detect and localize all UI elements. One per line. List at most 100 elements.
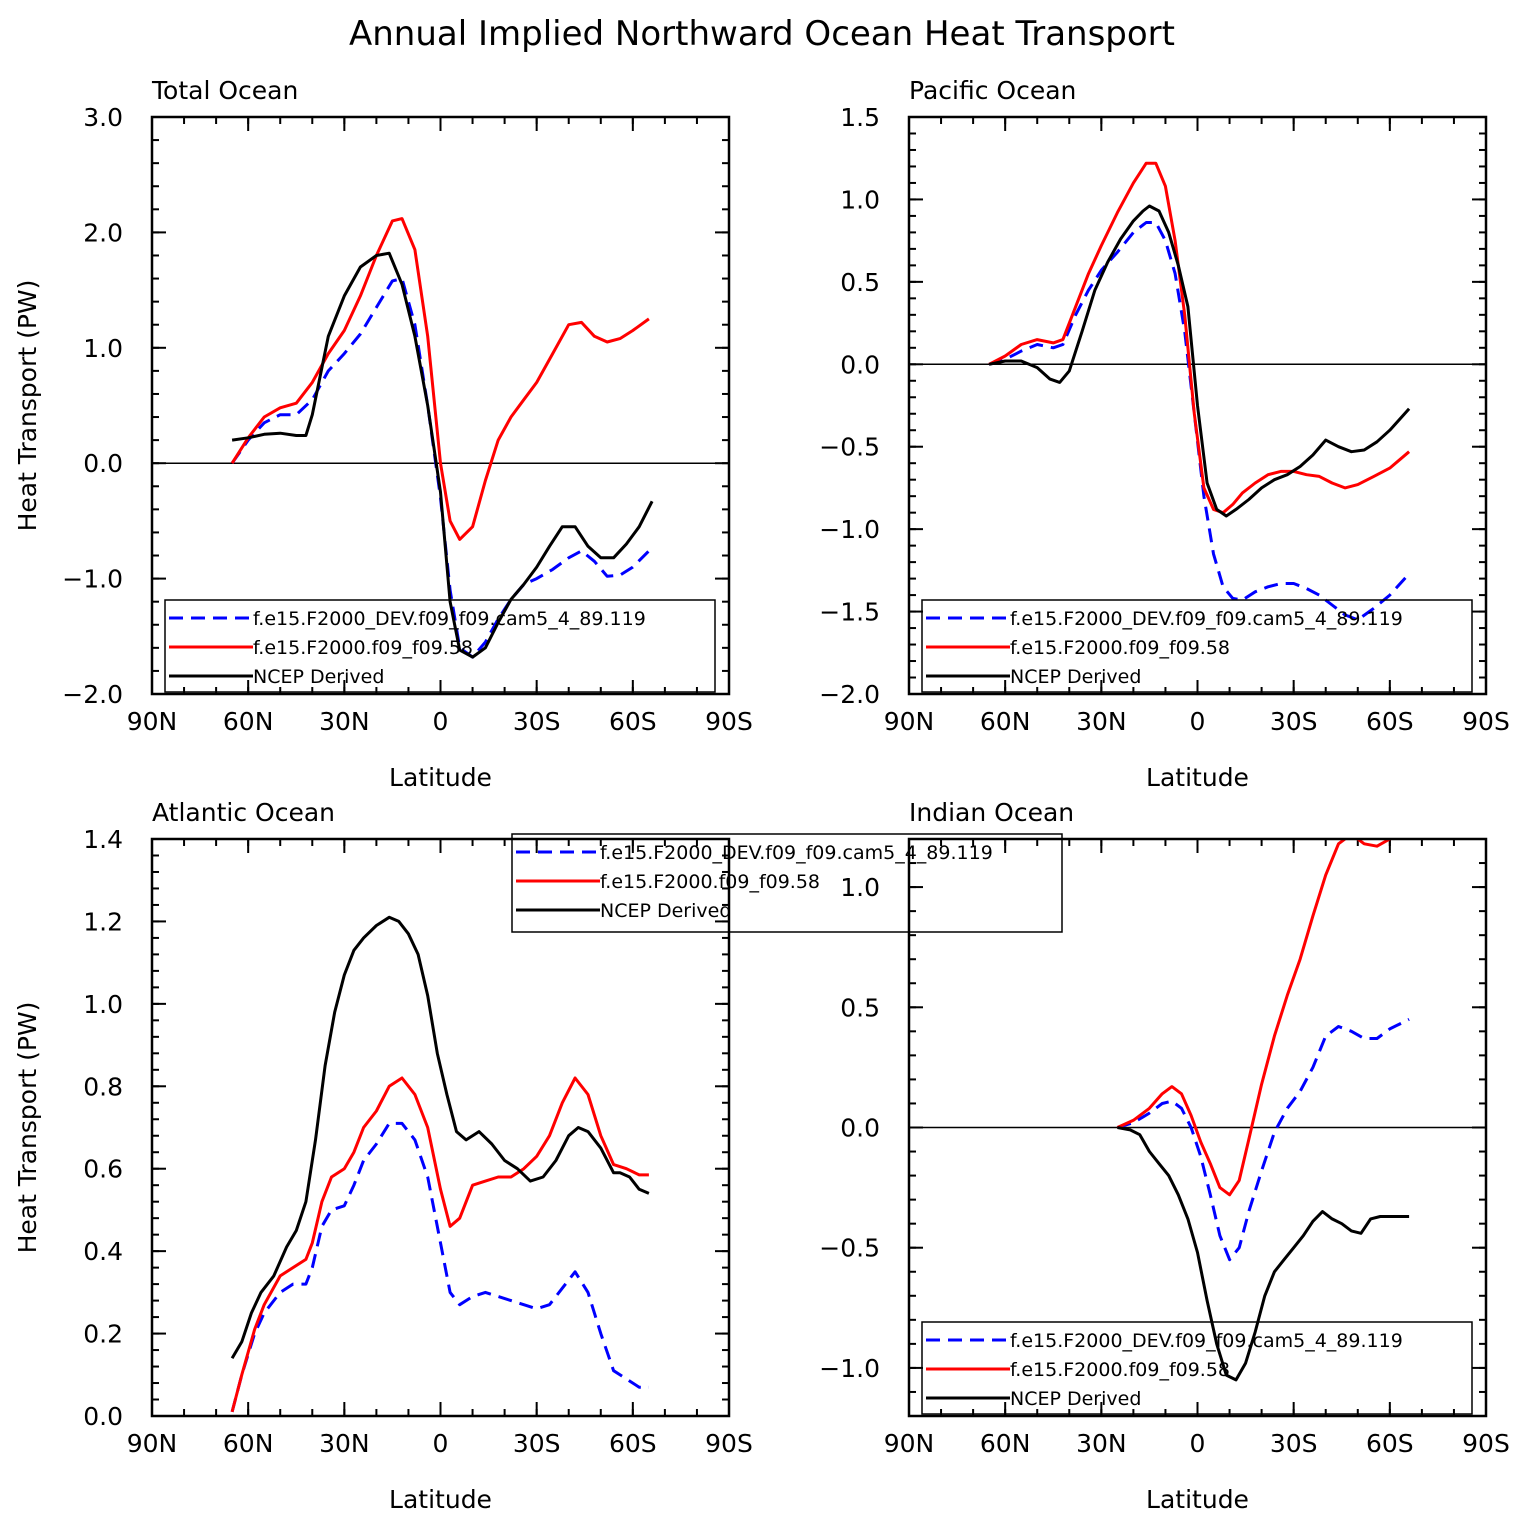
- legend-label-1: f.e15.F2000_DEV.f09_f09.cam5_4_89.119: [253, 608, 646, 630]
- legend-box: [164, 599, 716, 693]
- legend: f.e15.F2000_DEV.f09_f09.cam5_4_89.119 f.e…: [511, 833, 1063, 933]
- y-tick-label: 0.5: [840, 993, 880, 1022]
- panels: Total Ocean 90N 60N 30N 0 30S 60S 90S −2.0 −1.0 0.…: [13, 76, 1510, 1514]
- panel-3: Atlantic Ocean 90N 60N 30N 0 30S 60S 90S 0.0 0.2 0…: [13, 798, 753, 1514]
- x-tick-label: 0: [1190, 707, 1206, 736]
- y-tick-label: 1.5: [840, 103, 880, 132]
- panel-title: Indian Ocean: [909, 798, 1074, 827]
- x-tick-label: 30S: [1270, 707, 1318, 736]
- legend: f.e15.F2000_DEV.f09_f09.cam5_4_89.119 f.e…: [164, 599, 716, 693]
- x-axis-label: Latitude: [1146, 1485, 1249, 1514]
- series-line-2: [230, 217, 650, 541]
- legend-label-2: f.e15.F2000.f09_f09.58: [253, 637, 473, 659]
- panel-4: Indian Ocean 90N 60N 30N 0 30S 60S 90S −1.0 −0.5 0…: [819, 798, 1510, 1514]
- series-group: [230, 915, 650, 1413]
- x-tick-label: 90N: [127, 707, 178, 736]
- plot-frame: [150, 837, 731, 1418]
- x-tick-label: 90S: [705, 1429, 753, 1458]
- y-tick-label: 2.0: [83, 218, 123, 247]
- y-tick-label: −1.0: [819, 1354, 880, 1383]
- panel-title: Atlantic Ocean: [152, 798, 335, 827]
- legend-label-2: f.e15.F2000.f09_f09.58: [600, 871, 820, 893]
- x-tick-label: 30N: [319, 707, 370, 736]
- panel-title: Total Ocean: [151, 76, 298, 105]
- legend-label-2: f.e15.F2000.f09_f09.58: [1010, 1359, 1230, 1381]
- y-axis-label: Heat Transport (PW): [13, 280, 42, 532]
- y-tick-label: −0.5: [819, 1234, 880, 1263]
- y-tick-label: −0.5: [819, 433, 880, 462]
- panel-title: Pacific Ocean: [909, 76, 1076, 105]
- y-tick-label: 1.0: [83, 334, 123, 363]
- y-tick-label: 1.0: [840, 873, 880, 902]
- series-group: [230, 217, 654, 659]
- x-tick-label: 60N: [223, 1429, 274, 1458]
- x-tick-label: 60N: [223, 707, 274, 736]
- series-line-2: [988, 161, 1411, 515]
- plot-frame: [907, 837, 1488, 1418]
- series-line-2: [230, 1076, 649, 1413]
- x-tick-label: 60S: [609, 1429, 657, 1458]
- y-tick-label: 0.0: [840, 350, 880, 379]
- y-tick-label: 1.4: [83, 825, 123, 854]
- legend: f.e15.F2000_DEV.f09_f09.cam5_4_89.119 f.e…: [921, 599, 1473, 693]
- x-tick-label: 60S: [1366, 707, 1414, 736]
- y-tick-label: 0.6: [83, 1155, 123, 1184]
- y-tick-label: 1.0: [83, 990, 123, 1019]
- series-line-1: [1116, 1017, 1410, 1262]
- x-tick-label: 30S: [513, 707, 561, 736]
- y-tick-label: −2.0: [62, 680, 123, 709]
- legend-label-3: NCEP Derived: [253, 666, 384, 688]
- series-line-2: [1116, 839, 1394, 1197]
- x-tick-label: 30N: [319, 1429, 370, 1458]
- x-tick-label: 60S: [609, 707, 657, 736]
- x-tick-label: 90N: [884, 1429, 935, 1458]
- series-line-3: [1117, 1126, 1410, 1382]
- x-tick-label: 90S: [705, 707, 753, 736]
- plot-frame: [907, 115, 1488, 696]
- y-tick-label: −1.5: [819, 598, 880, 627]
- x-tick-label: 0: [433, 1429, 449, 1458]
- x-tick-label: 90N: [127, 1429, 178, 1458]
- x-tick-label: 60N: [980, 1429, 1031, 1458]
- y-tick-label: 0.8: [83, 1072, 123, 1101]
- series-line-3: [231, 251, 654, 659]
- y-tick-label: 1.0: [840, 185, 880, 214]
- y-tick-label: 0.0: [83, 1402, 123, 1431]
- series-line-3: [230, 915, 650, 1360]
- legend-label-3: NCEP Derived: [1010, 666, 1141, 688]
- x-tick-label: 90N: [884, 707, 935, 736]
- series-line-1: [230, 1121, 649, 1413]
- x-tick-label: 0: [1190, 1429, 1206, 1458]
- x-tick-label: 60N: [980, 707, 1031, 736]
- legend-box: [921, 1321, 1473, 1415]
- legend-label-2: f.e15.F2000.f09_f09.58: [1010, 637, 1230, 659]
- x-tick-label: 30N: [1076, 1429, 1127, 1458]
- x-axis-label: Latitude: [389, 763, 492, 792]
- x-tick-label: 30S: [513, 1429, 561, 1458]
- x-tick-label: 90S: [1462, 1429, 1510, 1458]
- x-tick-label: 90S: [1462, 707, 1510, 736]
- legend: f.e15.F2000_DEV.f09_f09.cam5_4_89.119 f.e…: [921, 1321, 1473, 1415]
- legend-label-1: f.e15.F2000_DEV.f09_f09.cam5_4_89.119: [600, 842, 993, 864]
- x-axis-label: Latitude: [1146, 763, 1249, 792]
- x-axis-label: Latitude: [389, 1485, 492, 1514]
- series-line-3: [988, 204, 1411, 518]
- x-tick-label: 0: [433, 707, 449, 736]
- x-tick-label: 30N: [1076, 707, 1127, 736]
- y-tick-label: −1.0: [62, 565, 123, 594]
- legend-label-3: NCEP Derived: [1010, 1388, 1141, 1410]
- plot-frame: [150, 115, 731, 696]
- figure-title: Annual Implied Northward Ocean Heat Tran…: [349, 14, 1175, 54]
- y-tick-label: −2.0: [819, 680, 880, 709]
- y-tick-label: 0.4: [83, 1237, 123, 1266]
- legend-label-1: f.e15.F2000_DEV.f09_f09.cam5_4_89.119: [1010, 1330, 1403, 1352]
- legend-label-1: f.e15.F2000_DEV.f09_f09.cam5_4_89.119: [1010, 608, 1403, 630]
- y-tick-label: −1.0: [819, 515, 880, 544]
- y-tick-label: 0.5: [840, 268, 880, 297]
- x-tick-label: 60S: [1366, 1429, 1414, 1458]
- legend-label-3: NCEP Derived: [600, 900, 731, 922]
- panel-1: Total Ocean 90N 60N 30N 0 30S 60S 90S −2.0 −1.0 0.…: [13, 76, 753, 792]
- y-tick-label: 0.2: [83, 1320, 123, 1349]
- y-tick-label: 3.0: [83, 103, 123, 132]
- series-group: [988, 161, 1411, 622]
